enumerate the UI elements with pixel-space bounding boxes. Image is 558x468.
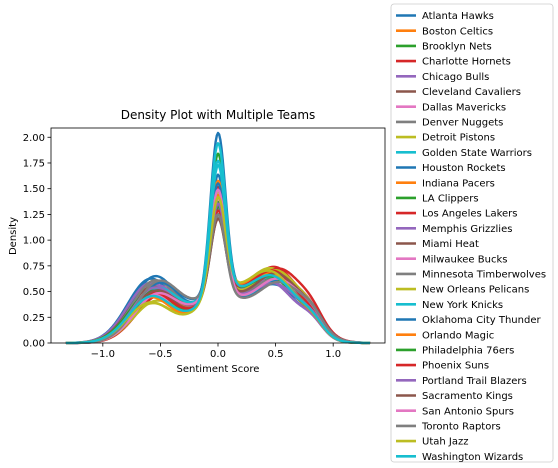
series-line bbox=[65, 164, 371, 345]
legend-label: LA Clippers bbox=[422, 194, 479, 205]
legend-label: Sacramento Kings bbox=[422, 391, 513, 402]
y-tick-label: 1.25 bbox=[23, 210, 45, 221]
x-tick-label: 1.0 bbox=[325, 349, 341, 360]
y-tick-label: 0.50 bbox=[23, 287, 45, 298]
y-tick-label: 1.50 bbox=[23, 184, 45, 195]
legend: Atlanta Hawks Boston Celtics Brooklyn Nets… bbox=[390, 3, 554, 463]
legend-label: Boston Celtics bbox=[422, 26, 493, 37]
legend-label: Memphis Grizzlies bbox=[422, 224, 512, 235]
legend-label: Minnesota Timberwolves bbox=[422, 270, 546, 281]
legend-label: New York Knicks bbox=[422, 300, 503, 311]
y-tick-label: 2.00 bbox=[23, 133, 45, 144]
legend-label: Detroit Pistons bbox=[422, 133, 495, 144]
legend-label: Los Angeles Lakers bbox=[422, 209, 518, 220]
legend-box bbox=[390, 3, 554, 463]
legend-label: Cleveland Cavaliers bbox=[422, 87, 521, 98]
x-tick-label: 0.0 bbox=[210, 349, 226, 360]
chart-title: Density Plot with Multiple Teams bbox=[121, 108, 316, 122]
y-tick-label: 0.25 bbox=[23, 313, 45, 324]
x-tick-label: 0.5 bbox=[268, 349, 284, 360]
legend-label: Dallas Mavericks bbox=[422, 102, 506, 113]
y-tick-label: 1.75 bbox=[23, 158, 45, 169]
y-tick-label: 0.75 bbox=[23, 261, 45, 272]
x-tick-label: −0.5 bbox=[148, 349, 172, 360]
legend-label: Oklahoma City Thunder bbox=[422, 315, 541, 326]
series-line bbox=[65, 142, 371, 345]
legend-label: Phoenix Suns bbox=[422, 361, 489, 372]
legend-label: Chicago Bulls bbox=[422, 72, 489, 83]
legend-label: Utah Jazz bbox=[422, 437, 468, 448]
legend-label: Charlotte Hornets bbox=[422, 57, 511, 68]
x-tick-label: −1.0 bbox=[91, 349, 115, 360]
legend-label: Houston Rockets bbox=[422, 163, 506, 174]
legend-label: Atlanta Hawks bbox=[422, 11, 494, 22]
legend-label: San Antonio Spurs bbox=[422, 406, 514, 417]
x-axis: −1.0 −0.5 0.0 0.5 1.0 bbox=[91, 343, 341, 360]
legend-label: Toronto Raptors bbox=[421, 422, 501, 433]
legend-label: Brooklyn Nets bbox=[422, 42, 492, 53]
x-axis-label: Sentiment Score bbox=[177, 364, 260, 375]
legend-label: Golden State Warriors bbox=[422, 148, 532, 159]
legend-label: Portland Trail Blazers bbox=[422, 376, 527, 387]
y-axis: 0.00 0.25 0.50 0.75 1.00 1.25 1.50 1.75 2.00 bbox=[23, 133, 51, 350]
legend-label: Philadelphia 76ers bbox=[422, 346, 514, 357]
legend-label: Denver Nuggets bbox=[422, 118, 503, 129]
legend-label: Milwaukee Bucks bbox=[422, 254, 507, 265]
series-line bbox=[65, 213, 371, 345]
legend-label: New Orleans Pelicans bbox=[422, 285, 529, 296]
series-lines bbox=[65, 131, 371, 345]
y-axis-label: Density bbox=[8, 217, 19, 255]
legend-label: Indiana Pacers bbox=[422, 178, 495, 189]
legend-label: Washington Wizards bbox=[422, 452, 523, 463]
y-tick-label: 1.00 bbox=[23, 236, 45, 247]
legend-label: Miami Heat bbox=[422, 239, 479, 250]
y-tick-label: 0.00 bbox=[23, 339, 45, 350]
legend-label: Orlando Magic bbox=[422, 330, 494, 341]
